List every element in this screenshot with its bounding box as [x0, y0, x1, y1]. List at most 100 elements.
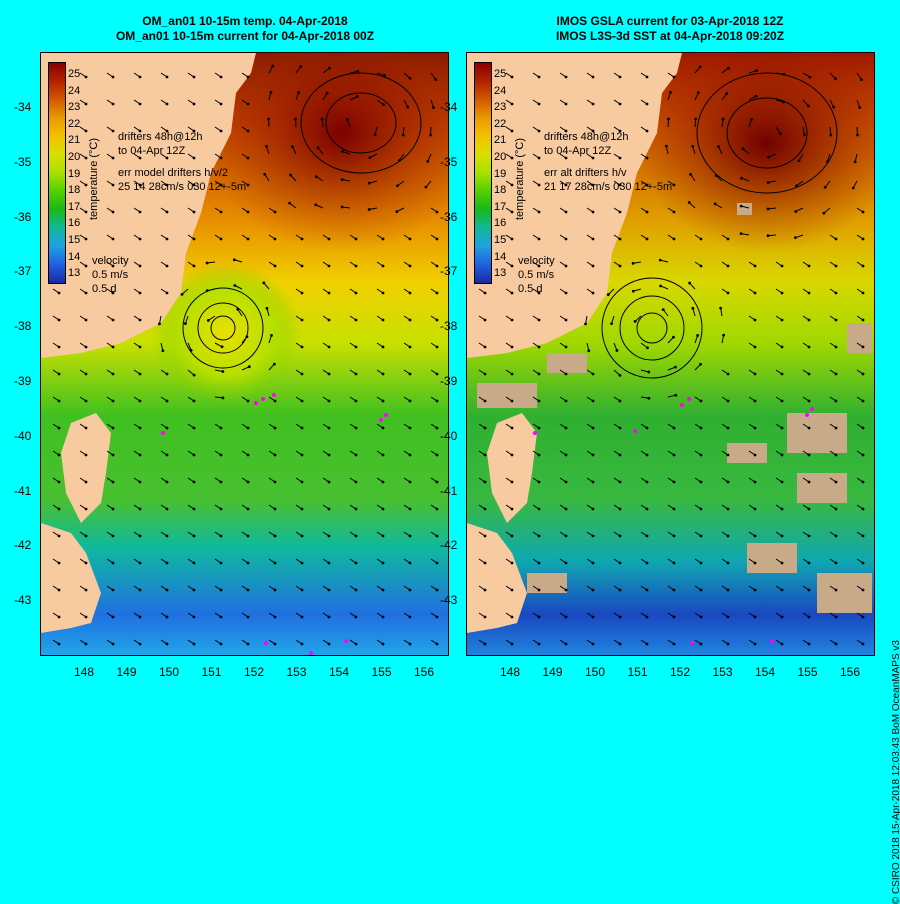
velocity-arrow-head — [274, 562, 277, 565]
velocity-arrow-head — [699, 65, 702, 68]
velocity-arrow-head — [592, 400, 595, 403]
velocity-arrow-head — [565, 454, 568, 457]
velocity-arrow-head — [835, 589, 838, 592]
velocity-arrow-head — [592, 76, 595, 79]
velocity-arrow-head — [700, 643, 703, 646]
velocity-arrow-head — [193, 76, 196, 79]
velocity-arrow-head — [374, 133, 377, 136]
velocity-arrow-head — [727, 238, 730, 241]
velocity-arrow-head — [565, 400, 568, 403]
velocity-arrow-head — [112, 562, 115, 565]
velocity-arrow-head — [754, 400, 757, 403]
velocity-arrow-head — [835, 319, 838, 322]
longitude-label: 155 — [798, 665, 818, 679]
velocity-arrow-head — [646, 643, 649, 646]
colorbar-tick-label: 25 — [494, 68, 506, 80]
velocity-arrow-head — [301, 292, 304, 295]
velocity-arrow-head — [808, 373, 811, 376]
velocity-arrow-head — [824, 186, 827, 189]
colorbar-tick-label: 24 — [494, 85, 506, 97]
velocity-arrow-head — [328, 292, 331, 295]
colorbar-tick-label: 20 — [68, 151, 80, 163]
velocity-arrow-head — [166, 508, 169, 511]
velocity-arrow-head — [193, 374, 196, 377]
velocity-arrow-head — [835, 400, 838, 403]
velocity-arrow-head — [835, 454, 838, 457]
velocity-arrow-head — [315, 175, 318, 178]
velocity-arrow-head — [85, 292, 88, 295]
velocity-arrow-head — [565, 211, 568, 214]
velocity-arrow-head — [436, 373, 439, 376]
velocity-arrow-head — [247, 238, 250, 241]
velocity-arrow-head — [808, 481, 811, 484]
velocity-arrow-head — [592, 292, 595, 295]
longitude-label: 153 — [713, 665, 733, 679]
velocity-arrow-head — [112, 589, 115, 592]
velocity-arrow-head — [291, 145, 294, 148]
velocity-arrow-head — [58, 319, 61, 322]
velocity-arrow-head — [659, 259, 662, 262]
velocity-arrow-head — [822, 212, 825, 215]
velocity-arrow-head — [112, 319, 115, 322]
velocity-arrow-head — [727, 508, 730, 511]
velocity-arrow-head — [565, 535, 568, 538]
colorbar-tick-label: 24 — [68, 85, 80, 97]
velocity-arrow-head — [382, 238, 385, 241]
velocity-arrow-head — [619, 616, 622, 619]
velocity-arrow-head — [673, 481, 676, 484]
velocity-arrow-head — [166, 211, 169, 214]
right-velocity-legend: velocity 0.5 m/s 0.5 d — [518, 254, 555, 296]
velocity-arrow-head — [538, 319, 541, 322]
velocity-arrow-head — [233, 258, 236, 261]
velocity-arrow-head — [355, 562, 358, 565]
velocity-arrow-head — [166, 643, 169, 646]
velocity-arrow-head — [395, 210, 398, 213]
velocity-arrow-head — [808, 508, 811, 511]
velocity-arrow-head — [85, 130, 88, 133]
velocity-arrow-head — [220, 508, 223, 511]
colorbar-tick-label: 23 — [68, 101, 80, 113]
velocity-arrow-head — [193, 103, 196, 106]
velocity-arrow-head — [808, 589, 811, 592]
velocity-arrow-head — [592, 508, 595, 511]
colorbar-tick-label: 17 — [494, 201, 506, 213]
velocity-arrow-head — [646, 589, 649, 592]
velocity-arrow-head — [220, 535, 223, 538]
latitude-label: -35 — [440, 155, 457, 169]
velocity-arrow-head — [436, 292, 439, 295]
velocity-arrow-head — [700, 427, 703, 430]
velocity-arrow-head — [382, 346, 385, 349]
velocity-arrow-head — [834, 77, 837, 80]
velocity-arrow-head — [207, 319, 210, 322]
velocity-arrow-head — [722, 118, 725, 121]
velocity-arrow-head — [426, 160, 429, 163]
velocity-arrow-head — [220, 643, 223, 646]
velocity-arrow-head — [592, 616, 595, 619]
velocity-arrow-head — [511, 265, 514, 268]
velocity-arrow-head — [328, 535, 331, 538]
velocity-arrow-head — [727, 643, 730, 646]
velocity-arrow-head — [484, 346, 487, 349]
velocity-arrow-head — [274, 238, 277, 241]
velocity-arrow-head — [592, 454, 595, 457]
velocity-arrow-head — [248, 365, 251, 368]
velocity-arrow-head — [206, 289, 209, 292]
velocity-arrow-head — [646, 616, 649, 619]
velocity-arrow-head — [754, 454, 757, 457]
velocity-arrow-head — [328, 346, 331, 349]
velocity-arrow-head — [355, 643, 358, 646]
velocity-arrow-head — [781, 346, 784, 349]
velocity-arrow-head — [484, 643, 487, 646]
velocity-arrow-head — [247, 130, 250, 133]
velocity-arrow-head — [538, 535, 541, 538]
velocity-arrow-head — [781, 292, 784, 295]
velocity-arrow-head — [565, 589, 568, 592]
velocity-arrow-head — [301, 319, 304, 322]
velocity-arrow-head — [511, 616, 514, 619]
velocity-arrow-head — [274, 508, 277, 511]
velocity-arrow-head — [852, 187, 855, 190]
velocity-arrow-head — [193, 481, 196, 484]
velocity-arrow-head — [270, 91, 273, 94]
velocity-arrow-head — [754, 616, 757, 619]
velocity-arrow-head — [139, 535, 142, 538]
